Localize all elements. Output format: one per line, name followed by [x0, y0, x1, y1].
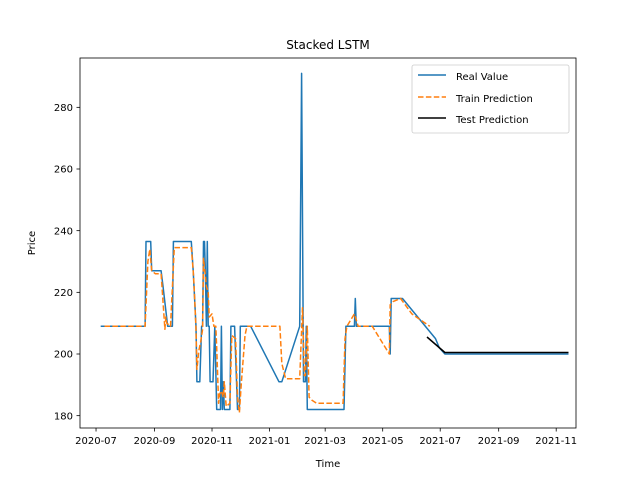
x-tick-label-2: 2020-11 — [191, 436, 233, 447]
y-tick-label-3: 240 — [54, 226, 73, 237]
series-lines — [100, 72, 569, 414]
series-line-2 — [426, 336, 569, 354]
x-axis: 2020-07 2020-09 2020-11 2021-01 2021-03 2021-… — [75, 428, 577, 447]
y-tick-label-0: 180 — [54, 411, 73, 422]
x-axis-label: Time — [315, 459, 340, 470]
y-axis: 180 200 220 240 260 280 — [54, 103, 80, 422]
chart-title: Stacked LSTM — [286, 38, 370, 52]
series-line-0 — [100, 72, 569, 411]
y-tick-label-2: 220 — [54, 288, 73, 299]
x-tick-label-4: 2021-03 — [304, 436, 346, 447]
x-tick-label-8: 2021-11 — [535, 436, 577, 447]
series-line-1 — [104, 246, 431, 414]
y-tick-label-4: 260 — [54, 165, 73, 176]
x-tick-label-0: 2020-07 — [75, 436, 117, 447]
y-tick-label-1: 200 — [54, 350, 73, 361]
y-tick-label-5: 280 — [54, 103, 73, 114]
x-tick-label-7: 2021-09 — [478, 436, 520, 447]
x-tick-label-3: 2021-01 — [249, 436, 291, 447]
legend: Real Value Train Prediction Test Predict… — [411, 64, 570, 134]
x-tick-label-1: 2020-09 — [134, 436, 176, 447]
y-axis-label: Price — [27, 231, 38, 255]
x-tick-label-6: 2021-07 — [419, 436, 461, 447]
legend-label-test-prediction: Test Prediction — [455, 115, 529, 126]
x-tick-label-5: 2021-05 — [362, 436, 404, 447]
legend-frame — [411, 64, 570, 134]
plot-frame — [79, 57, 577, 429]
legend-label-real-value: Real Value — [456, 72, 508, 83]
legend-label-train-prediction: Train Prediction — [455, 94, 533, 105]
